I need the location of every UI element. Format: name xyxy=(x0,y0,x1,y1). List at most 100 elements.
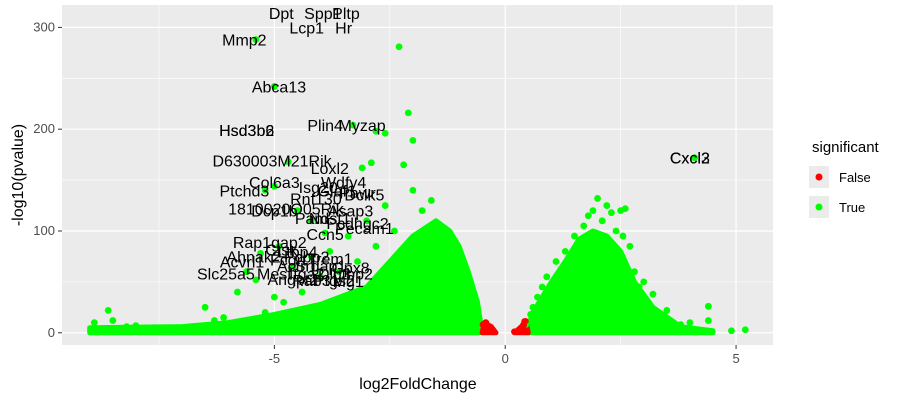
data-point xyxy=(575,239,583,247)
gene-label: Myzap xyxy=(339,118,386,135)
gene-label: Mmp2 xyxy=(222,33,267,50)
data-point xyxy=(519,323,527,331)
gene-label: Ndst1 xyxy=(309,211,351,228)
gene-label: Slc25a5 xyxy=(197,267,255,284)
gene-label: Pcbp2 xyxy=(284,249,329,266)
data-point xyxy=(344,232,352,240)
gene-label: Hr xyxy=(335,20,353,37)
legend-label-false: False xyxy=(839,170,871,185)
y-axis-title: -log10(pvalue) xyxy=(10,124,27,226)
data-point xyxy=(234,288,241,296)
data-point xyxy=(511,328,518,336)
gene-label: Mg1 xyxy=(333,274,364,291)
data-point xyxy=(132,322,140,330)
data-point xyxy=(317,273,324,281)
legend: significant False True xyxy=(809,139,880,218)
data-point xyxy=(598,217,606,225)
data-points xyxy=(90,36,749,336)
data-point xyxy=(691,154,698,162)
gene-label: Rap1gap2 xyxy=(233,235,307,252)
gene-label: Ccn5 xyxy=(306,227,343,244)
data-point xyxy=(150,324,158,332)
data-point xyxy=(174,324,181,332)
gene-label: Plin4 xyxy=(307,118,343,135)
data-point xyxy=(584,212,592,220)
data-point xyxy=(561,247,569,255)
gene-label: Rab31 xyxy=(292,273,339,290)
x-axis-title: log2FoldChange xyxy=(359,376,477,393)
data-point xyxy=(409,136,417,144)
data-point xyxy=(704,302,712,310)
gene-label: Lcp1 xyxy=(289,20,324,37)
data-point xyxy=(243,268,251,276)
data-point xyxy=(160,325,167,333)
data-point xyxy=(220,314,227,321)
x-tick-label: -5 xyxy=(269,351,281,366)
gene-label: Angpt2 xyxy=(267,272,318,289)
gene-label: Itga2 xyxy=(289,267,325,284)
data-point xyxy=(404,109,412,117)
data-point xyxy=(612,227,620,235)
legend-swatch-false xyxy=(815,173,823,181)
data-point xyxy=(490,328,498,336)
data-point xyxy=(547,280,555,288)
data-point xyxy=(381,202,389,209)
data-point xyxy=(728,327,735,335)
gene-label: Trem1 xyxy=(307,251,353,268)
gene-label: Spp1 xyxy=(304,6,341,23)
data-point xyxy=(372,127,380,135)
data-point xyxy=(123,323,131,331)
gene-label: Actn1 xyxy=(277,259,318,276)
data-point xyxy=(183,325,191,333)
data-point xyxy=(381,129,389,137)
gene-label: Wdfy4 xyxy=(321,175,366,192)
gene-label: Rnf130 xyxy=(290,191,342,208)
data-point xyxy=(427,197,435,204)
data-point xyxy=(527,311,535,318)
data-point xyxy=(261,186,269,194)
data-point xyxy=(294,207,301,215)
data-point xyxy=(349,121,357,129)
gene-label: Dlg3 xyxy=(318,267,351,284)
gene-label: Cxcl2 xyxy=(670,151,710,168)
data-point xyxy=(469,298,477,306)
point-cloud xyxy=(87,218,485,336)
data-point xyxy=(451,278,458,286)
data-point xyxy=(261,309,269,316)
data-point xyxy=(557,266,565,274)
data-point xyxy=(644,300,652,308)
data-point xyxy=(367,159,375,167)
gene-label: Ltbp2 xyxy=(333,267,373,284)
data-point xyxy=(474,309,481,316)
data-point xyxy=(400,161,408,169)
gene-label: Pecam1 xyxy=(335,221,394,238)
gene-label: Asap3 xyxy=(328,204,373,221)
data-point xyxy=(275,242,283,250)
data-point xyxy=(289,263,297,271)
data-point xyxy=(621,205,629,212)
data-point xyxy=(437,227,444,235)
gene-label: Srgap1 xyxy=(295,259,347,276)
data-point xyxy=(270,182,278,190)
gene-label: Acvrl1 xyxy=(220,255,265,272)
data-point xyxy=(704,317,712,324)
data-point xyxy=(307,217,315,225)
data-point xyxy=(460,288,468,296)
data-point xyxy=(571,232,578,240)
data-point xyxy=(252,36,260,44)
data-point xyxy=(538,283,546,291)
gene-label: Ptgs2 xyxy=(314,273,355,290)
data-point xyxy=(109,317,117,324)
data-point xyxy=(534,293,541,301)
gene-label: Hsd3b6 xyxy=(219,123,274,140)
data-point xyxy=(104,306,112,314)
data-point xyxy=(529,303,537,311)
data-point xyxy=(372,242,380,250)
data-point xyxy=(455,258,463,265)
data-point xyxy=(90,319,98,327)
data-point xyxy=(252,276,260,284)
gene-label: Dclk5 xyxy=(344,187,384,204)
data-point xyxy=(307,253,315,260)
data-point xyxy=(594,195,601,202)
data-point xyxy=(270,83,278,90)
